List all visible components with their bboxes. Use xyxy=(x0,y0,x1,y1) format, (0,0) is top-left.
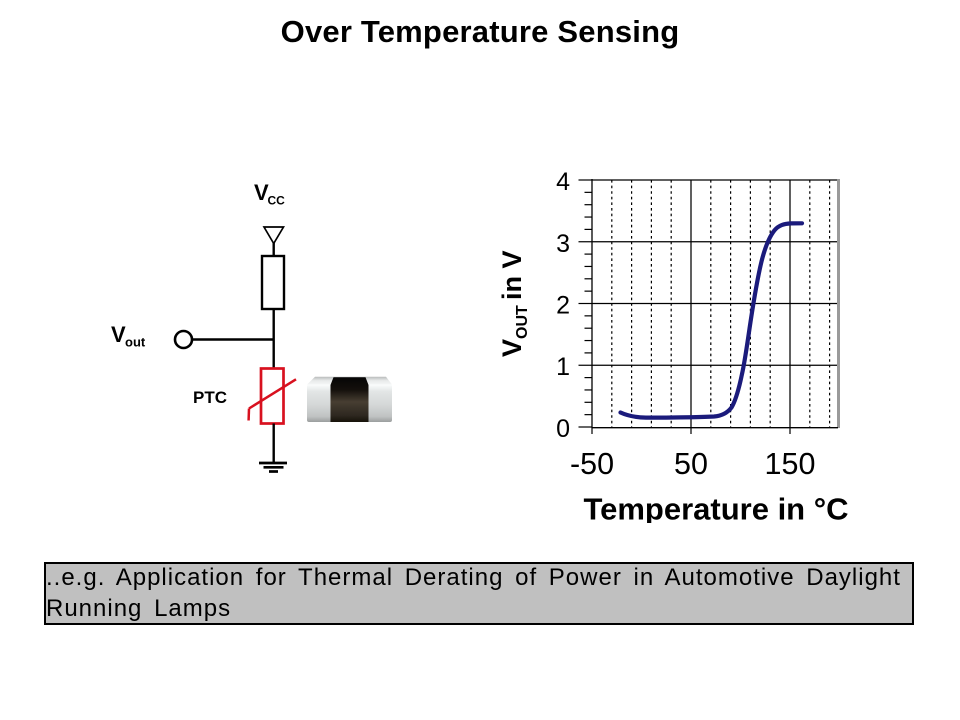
svg-text:2: 2 xyxy=(556,292,570,320)
svg-text:CC: CC xyxy=(268,194,286,208)
svg-text:Temperature in °C: Temperature in °C xyxy=(583,492,848,524)
svg-text:50: 50 xyxy=(674,447,708,481)
svg-text:out: out xyxy=(125,335,146,350)
svg-text:in V: in V xyxy=(497,250,527,300)
svg-text:4: 4 xyxy=(556,168,570,196)
svg-text:1: 1 xyxy=(556,353,570,381)
svg-text:0: 0 xyxy=(556,415,570,443)
svg-text:V: V xyxy=(254,180,269,205)
svg-text:V: V xyxy=(111,322,126,347)
svg-text:-50: -50 xyxy=(570,447,614,481)
svg-text:V: V xyxy=(497,339,527,357)
svg-text:150: 150 xyxy=(765,447,816,481)
svg-text:3: 3 xyxy=(556,230,570,258)
svg-text:PTC: PTC xyxy=(193,388,227,407)
svg-text:OUT: OUT xyxy=(514,305,531,339)
